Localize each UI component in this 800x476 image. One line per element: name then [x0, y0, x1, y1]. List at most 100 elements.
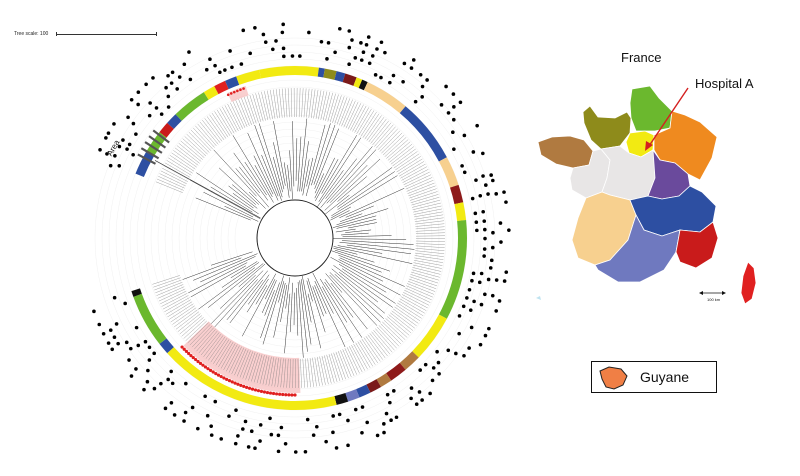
outer-dot	[233, 441, 238, 446]
leaf-label	[393, 151, 418, 169]
outer-dot	[435, 349, 439, 354]
leaf-label	[156, 284, 184, 296]
leaf-label	[194, 327, 214, 350]
leaf-label	[412, 202, 441, 210]
outer-dot	[462, 354, 466, 358]
tree-branch	[320, 146, 373, 208]
leaf-label	[167, 301, 193, 318]
leaf-label	[289, 358, 291, 388]
tree-branch	[324, 279, 354, 318]
tree-branch	[261, 154, 279, 197]
clade-marker-dot	[196, 359, 200, 364]
tree-branch	[244, 161, 267, 196]
map-title: France	[621, 50, 662, 65]
outer-dot	[375, 47, 379, 51]
outer-dot	[184, 381, 188, 386]
outer-dot	[274, 39, 278, 43]
clade-marker-dot	[262, 390, 267, 394]
tree-branch	[312, 286, 324, 317]
leaf-label	[355, 342, 371, 368]
outer-dot	[382, 422, 386, 426]
outer-dot	[474, 178, 478, 182]
outer-dot	[293, 450, 298, 454]
outer-dot	[402, 61, 407, 66]
leaf-label	[281, 88, 285, 118]
outer-dot	[334, 446, 339, 450]
outer-dot	[475, 228, 479, 233]
outer-dot	[361, 50, 366, 55]
outer-dot	[253, 25, 257, 30]
leaf-label	[163, 165, 190, 180]
region-ring-segment	[353, 77, 363, 88]
region-ring-segment	[334, 393, 349, 405]
outer-dot	[457, 331, 461, 336]
leaf-label	[384, 137, 407, 157]
tree-branch	[333, 238, 407, 240]
leaf-label	[407, 182, 435, 194]
leaf-label	[415, 226, 445, 230]
outer-dot	[116, 341, 120, 346]
outer-dot	[452, 105, 456, 109]
outer-dot	[490, 245, 495, 250]
leaf-label	[173, 150, 197, 168]
leaf-label	[231, 347, 245, 375]
tree-branch	[232, 184, 256, 205]
grid-ring	[108, 51, 482, 425]
ring-legend-tick	[137, 153, 157, 165]
leaf-label	[352, 105, 367, 132]
tree-branch	[241, 273, 277, 337]
leaf-label	[391, 310, 415, 329]
leaf-label	[413, 208, 443, 215]
leaf-label	[226, 345, 240, 372]
outer-dot	[234, 408, 238, 412]
outer-dot	[473, 211, 478, 216]
tree-branch	[345, 229, 372, 233]
leaf-label	[344, 348, 357, 375]
outer-dot	[367, 61, 372, 66]
outer-dot	[370, 54, 375, 58]
outer-dot	[98, 147, 102, 152]
leaf-label	[265, 356, 272, 386]
leaf-label	[407, 283, 435, 295]
leaf-label	[399, 298, 425, 314]
tree-branch	[284, 293, 291, 354]
leaf-label	[364, 115, 382, 140]
leaf-label	[411, 271, 439, 281]
leaf-label	[336, 97, 348, 125]
outer-dot	[182, 62, 187, 67]
outer-dot	[430, 378, 435, 383]
leaf-label	[159, 173, 186, 187]
clade-marker-dot	[182, 347, 186, 351]
outer-dot	[325, 57, 329, 61]
tree-branch	[196, 172, 259, 215]
leaf-label	[220, 343, 236, 369]
region-outline-channel	[536, 296, 541, 300]
region-ring-segment	[363, 82, 406, 114]
tree-branch	[203, 191, 254, 218]
leaf-label	[400, 296, 427, 311]
tree-scale-bar: Tree scale: 100	[14, 31, 159, 37]
clade-marker-dot	[232, 90, 236, 94]
outer-dot	[417, 390, 422, 394]
tree-branch	[264, 279, 276, 300]
leaf-label	[414, 211, 443, 218]
tree-branch	[331, 268, 385, 314]
outer-dot	[504, 200, 508, 204]
grid-ring	[199, 142, 391, 334]
leaf-label	[396, 156, 421, 173]
outer-dot	[326, 41, 331, 45]
leaf-label	[258, 92, 266, 121]
tree-branch	[224, 205, 259, 222]
hospital-arrow-head	[645, 141, 653, 151]
leaf-label	[409, 191, 438, 201]
leaf-label	[297, 358, 299, 388]
leaf-label	[322, 92, 331, 121]
leaf-label	[255, 93, 264, 122]
tree-branch	[341, 240, 414, 245]
outer-dot	[147, 358, 152, 362]
leaf-label	[290, 88, 293, 118]
leaf-label	[174, 147, 199, 166]
leaf-label	[413, 205, 442, 213]
outer-dot	[446, 348, 451, 353]
outer-dot	[170, 70, 175, 75]
